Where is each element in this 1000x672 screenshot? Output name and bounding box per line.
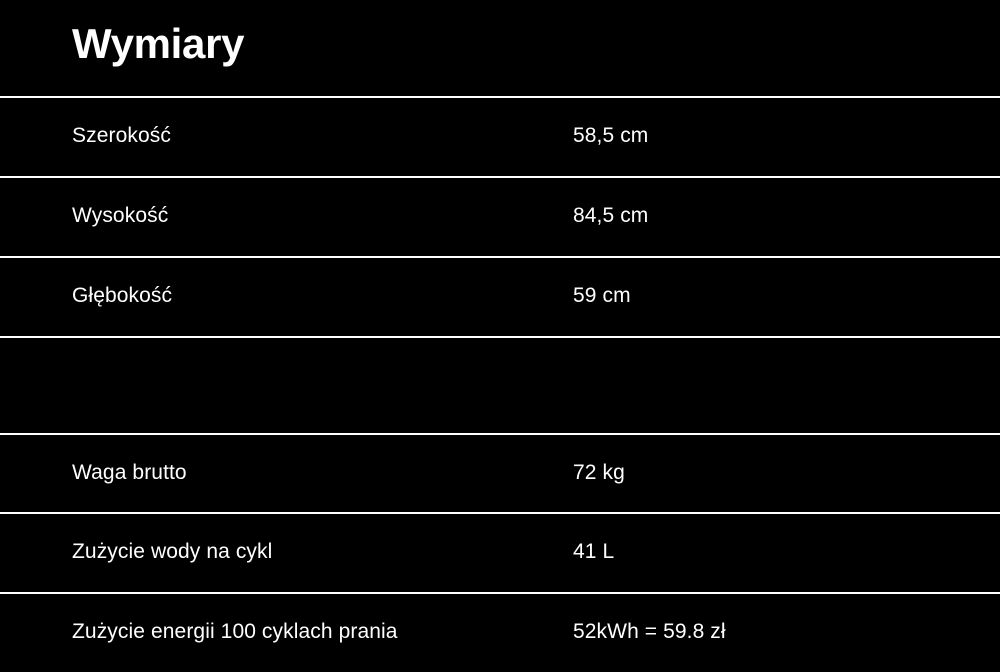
table-row: Szerokość 58,5 cm xyxy=(0,96,1000,176)
table-row: Głębokość 59 cm xyxy=(0,256,1000,336)
spec-value: 59 cm xyxy=(573,284,631,307)
table-divider xyxy=(0,176,1000,178)
spec-label: Waga brutto xyxy=(72,460,187,484)
title-block: Wymiary xyxy=(0,0,1000,96)
table-divider xyxy=(0,336,1000,338)
table-divider xyxy=(0,96,1000,98)
spec-label: Zużycie energii 100 cyklach prania xyxy=(72,620,398,643)
spec-label: Zużycie wody na cykl xyxy=(72,540,273,563)
spec-value: 58,5 cm xyxy=(573,124,649,147)
table-divider xyxy=(0,512,1000,514)
table-row: Zużycie energii 100 cyklach prania 52kWh… xyxy=(0,592,1000,672)
spec-label: Głębokość xyxy=(72,284,173,307)
spec-value: 72 kg xyxy=(573,460,625,484)
spec-label: Szerokość xyxy=(72,124,171,147)
spec-value: 41 L xyxy=(573,540,615,563)
table-divider xyxy=(0,592,1000,594)
table-row: Wysokość 84,5 cm xyxy=(0,176,1000,256)
table-divider xyxy=(0,256,1000,258)
spec-value: 52kWh = 59.8 zł xyxy=(573,620,726,643)
table-divider xyxy=(0,433,1000,435)
spec-value: 84,5 cm xyxy=(573,204,649,227)
table-row: Zużycie wody na cykl 41 L xyxy=(0,512,1000,592)
table-row-empty xyxy=(0,336,1000,433)
page-title: Wymiary xyxy=(72,20,245,67)
table-row: Waga brutto 72 kg xyxy=(0,433,1000,512)
spec-label: Wysokość xyxy=(72,204,169,227)
